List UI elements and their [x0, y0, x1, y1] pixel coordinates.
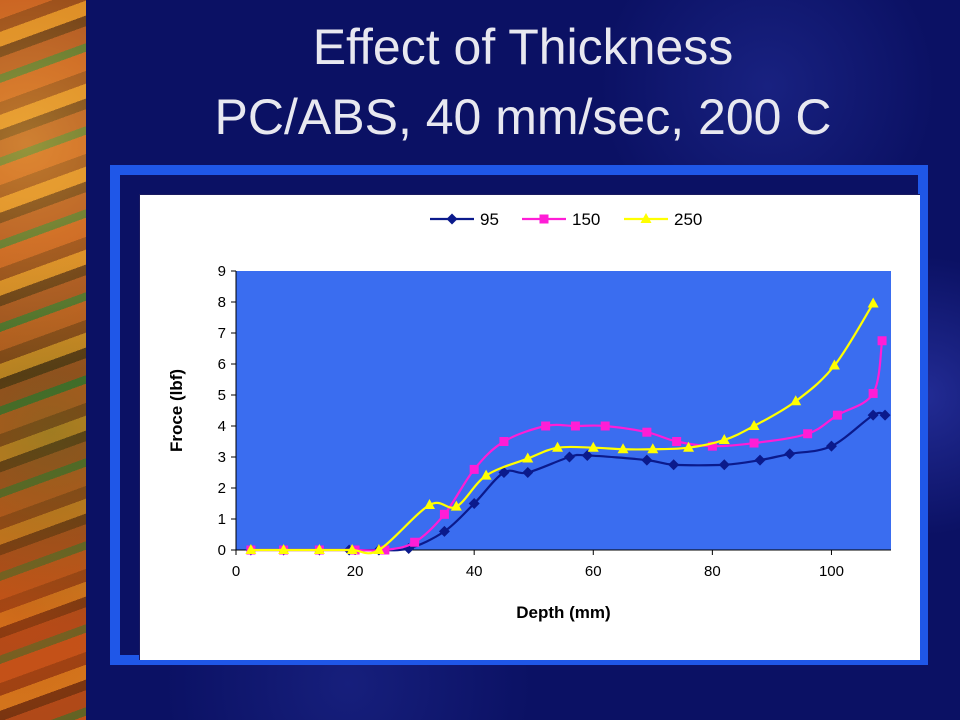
- legend-item-150: 150: [522, 210, 600, 229]
- legend-marker-95: [446, 213, 458, 225]
- y-tick-label: 0: [218, 542, 226, 559]
- data-point-95: [641, 454, 653, 466]
- data-point-95: [867, 409, 879, 421]
- data-point-150: [380, 545, 390, 555]
- data-point-150: [749, 438, 759, 448]
- data-point-95: [563, 451, 575, 463]
- legend-label-250: 250: [674, 210, 702, 229]
- legend-label-150: 150: [572, 210, 600, 229]
- y-axis-label: Froce (lbf): [167, 369, 186, 452]
- data-point-150: [600, 421, 610, 431]
- series-group: [245, 297, 891, 556]
- data-point-250: [718, 433, 730, 444]
- axis-ticks: 0 1 2 3 4 5 6 7 8 9 0 20 40 60 80 100: [218, 263, 891, 580]
- data-point-250: [867, 297, 879, 308]
- data-point-250: [587, 441, 599, 452]
- x-axis-label: Depth (mm): [516, 603, 610, 622]
- legend-marker-150: [539, 214, 549, 224]
- data-point-250: [522, 452, 534, 463]
- data-point-95: [879, 409, 891, 421]
- chart-area: 95 150 250 0 1 2 3 4 5 6 7 8 9 0 20 40 60 80 100 Depth (m…: [139, 194, 920, 660]
- legend-item-95: 95: [430, 210, 499, 229]
- y-tick-label: 7: [218, 325, 226, 342]
- legend-marker-250: [640, 213, 652, 223]
- data-point-150: [410, 537, 420, 547]
- data-point-250: [790, 395, 802, 406]
- y-tick-label: 4: [218, 418, 226, 435]
- data-point-95: [581, 449, 593, 461]
- data-point-150: [570, 421, 580, 431]
- data-point-250: [313, 544, 325, 554]
- legend-item-250: 250: [624, 210, 702, 229]
- data-point-150: [707, 441, 717, 451]
- x-tick-label: 60: [585, 563, 602, 580]
- y-tick-label: 2: [218, 480, 226, 497]
- data-point-250: [245, 544, 257, 554]
- data-point-150: [469, 464, 479, 474]
- data-point-150: [672, 437, 682, 446]
- data-point-250: [683, 441, 695, 452]
- data-point-95: [784, 448, 796, 460]
- y-tick-label: 6: [218, 356, 226, 373]
- data-point-250: [748, 420, 760, 430]
- data-point-95: [468, 498, 480, 509]
- plot-area: [236, 271, 891, 550]
- chart-frame-inner: 95 150 250 0 1 2 3 4 5 6 7 8 9 0 20 40 60 80 100 Depth (m…: [120, 175, 920, 660]
- data-point-150: [877, 336, 887, 346]
- data-point-250: [424, 499, 436, 510]
- slide-subtitle: PC/ABS, 40 mm/sec, 200 C: [214, 89, 832, 145]
- legend-label-95: 95: [480, 210, 499, 229]
- data-point-250: [450, 500, 462, 511]
- y-tick-label: 5: [218, 387, 226, 404]
- data-point-150: [642, 427, 652, 437]
- data-point-150: [439, 509, 449, 519]
- data-point-95: [438, 525, 450, 537]
- force-depth-chart: 95 150 250 0 1 2 3 4 5 6 7 8 9 0 20 40 60 80 100 Depth (m…: [167, 210, 891, 622]
- data-point-150: [832, 410, 842, 420]
- chart-legend: 95 150 250: [430, 210, 702, 229]
- data-point-150: [803, 429, 813, 439]
- x-tick-label: 40: [466, 563, 483, 580]
- data-point-95: [522, 467, 534, 478]
- y-tick-label: 9: [218, 263, 226, 280]
- y-tick-label: 3: [218, 449, 226, 466]
- data-point-95: [668, 459, 680, 471]
- data-point-150: [499, 437, 509, 446]
- x-tick-label: 0: [232, 563, 240, 580]
- data-point-150: [541, 421, 551, 431]
- data-point-250: [373, 544, 385, 554]
- y-tick-label: 1: [218, 511, 226, 528]
- y-tick-label: 8: [218, 294, 226, 311]
- data-point-95: [825, 440, 837, 452]
- data-point-250: [480, 469, 492, 480]
- x-tick-label: 80: [704, 563, 721, 580]
- data-point-95: [718, 459, 730, 471]
- data-point-250: [647, 443, 659, 454]
- x-tick-label: 20: [347, 563, 364, 580]
- chart-frame: 95 150 250 0 1 2 3 4 5 6 7 8 9 0 20 40 60 80 100 Depth (m…: [110, 165, 928, 665]
- data-point-250: [617, 443, 629, 454]
- slide-title: Effect of Thickness: [312, 19, 734, 75]
- data-point-150: [868, 388, 878, 398]
- data-point-95: [498, 467, 510, 478]
- series-250: [245, 297, 879, 555]
- data-point-95: [754, 454, 766, 466]
- x-tick-label: 100: [819, 563, 844, 580]
- data-point-250: [552, 441, 564, 452]
- data-point-250: [278, 544, 290, 554]
- data-point-250: [828, 359, 840, 370]
- data-point-250: [346, 544, 358, 554]
- decorative-gear-sidebar: [0, 0, 86, 720]
